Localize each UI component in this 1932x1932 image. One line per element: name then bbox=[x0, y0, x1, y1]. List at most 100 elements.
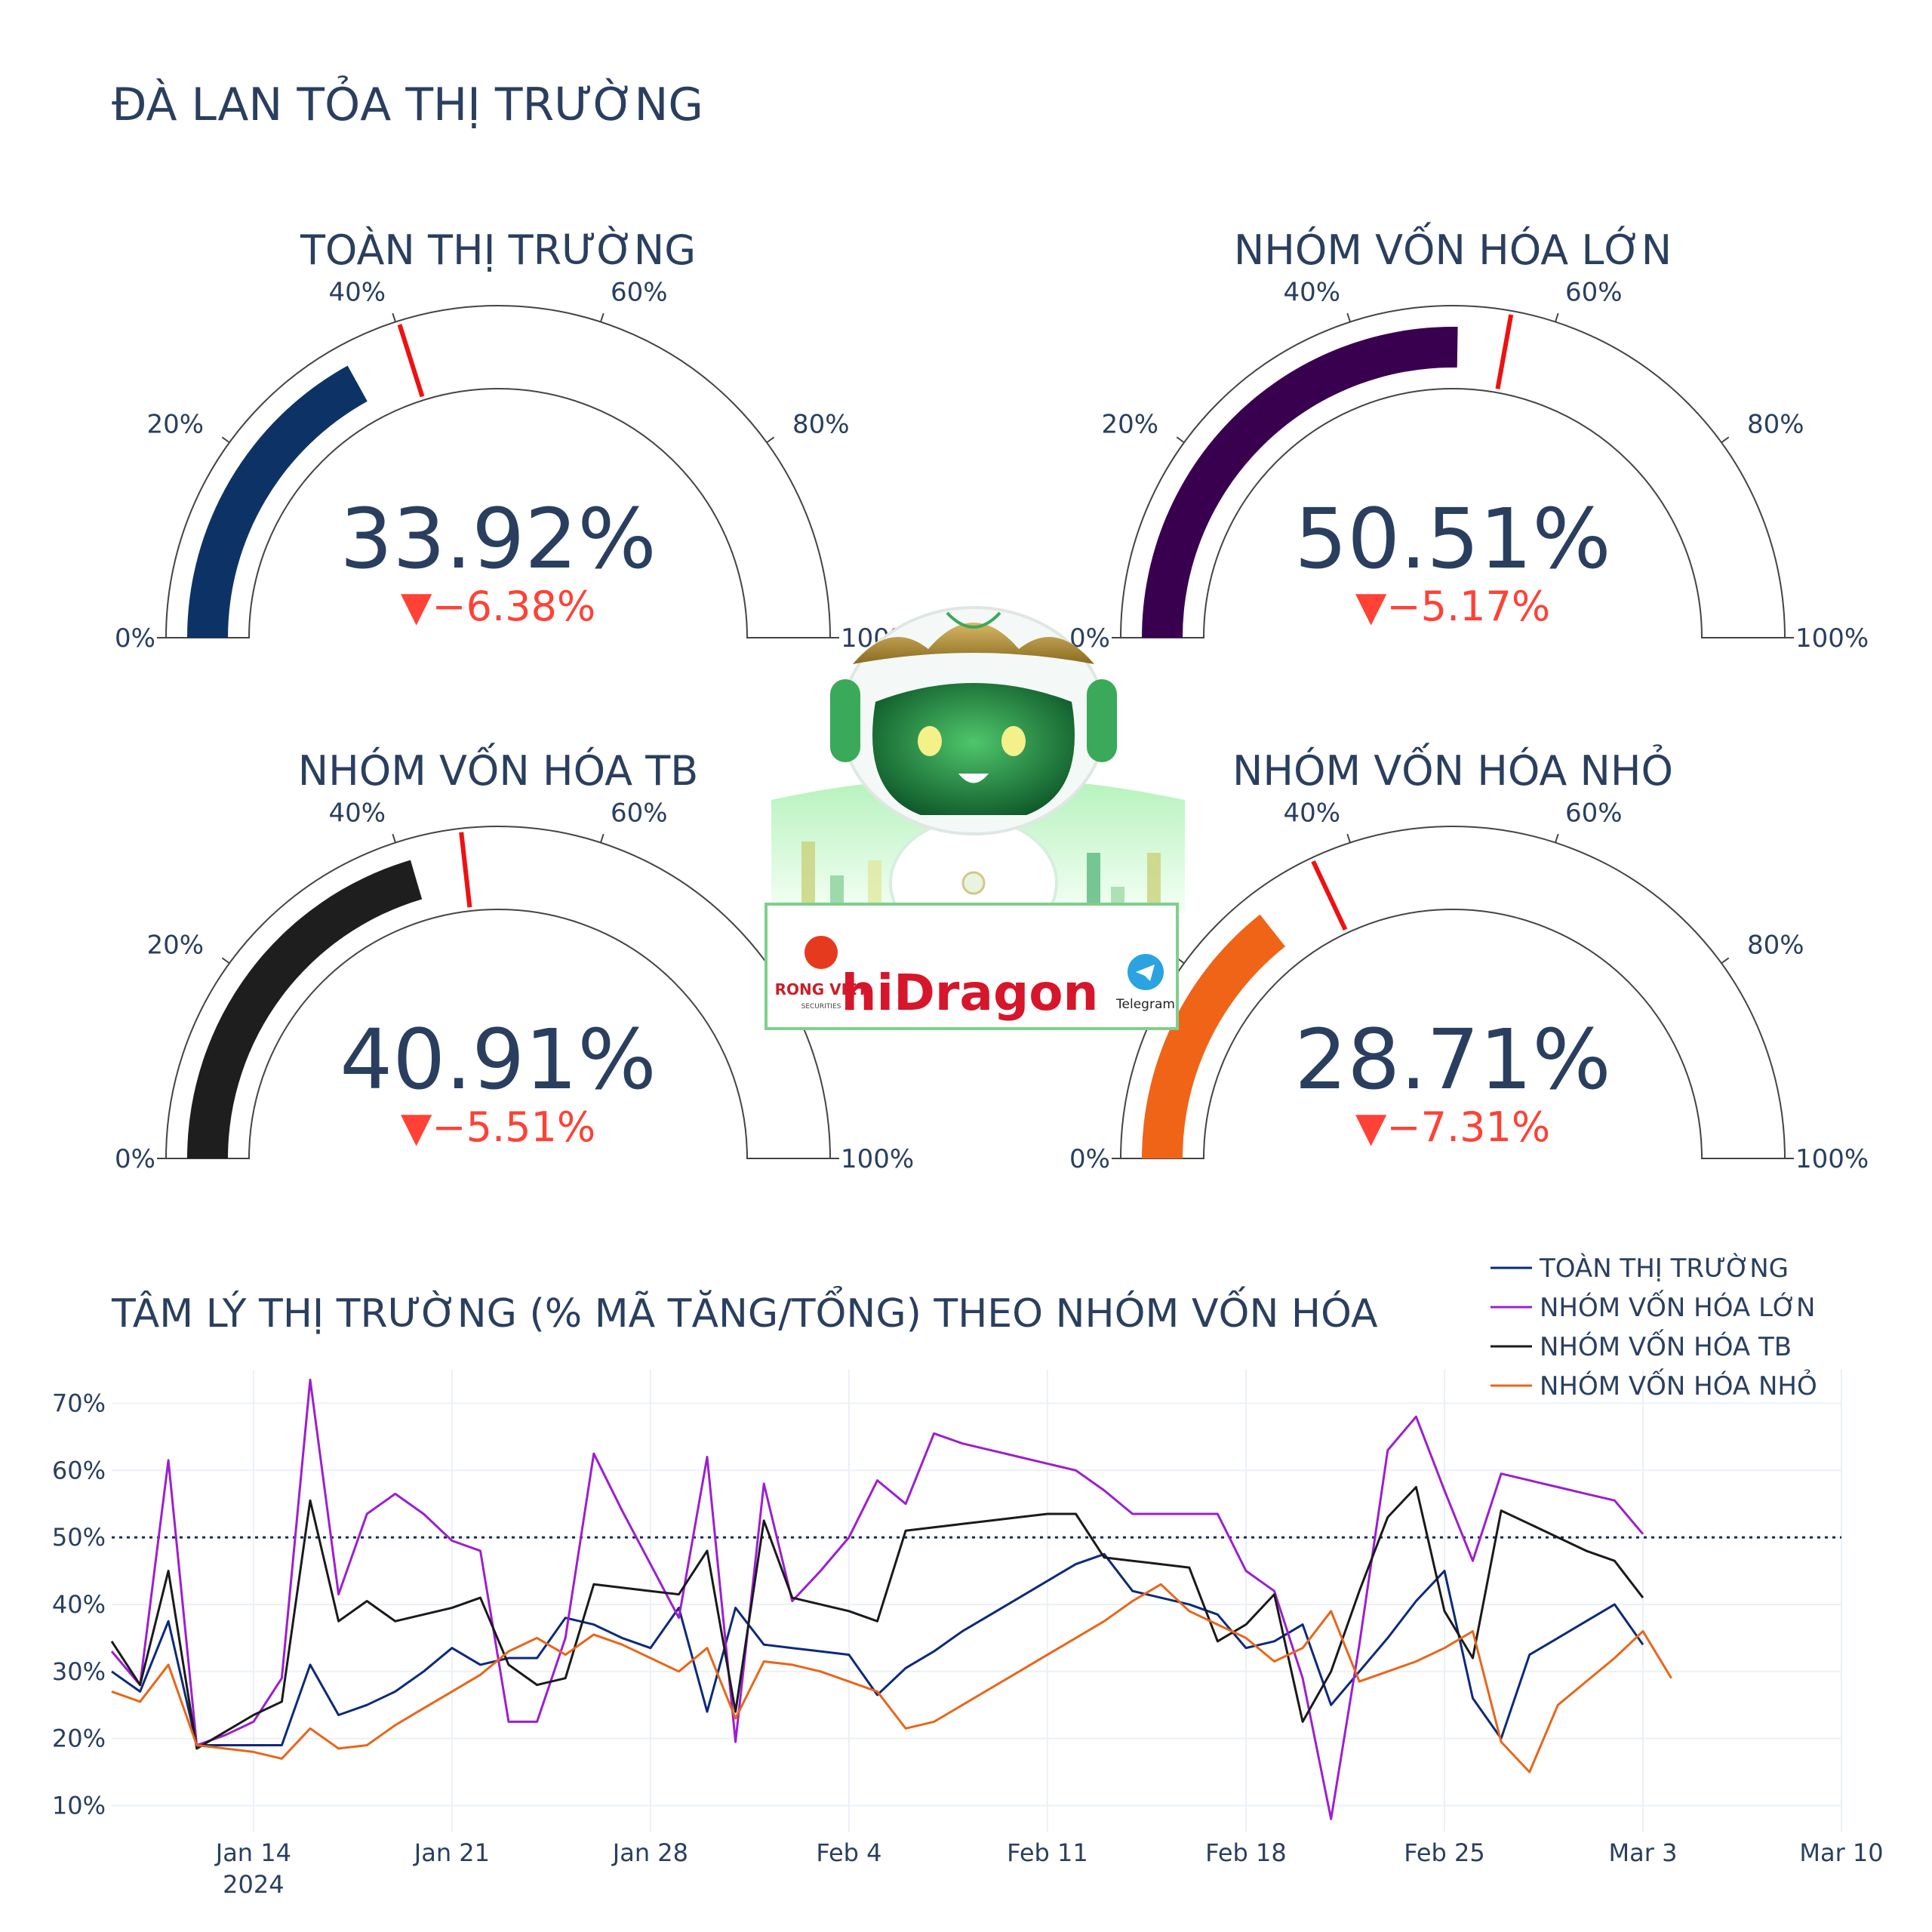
chart-bar-decor bbox=[868, 860, 881, 913]
gauge-threshold-marker bbox=[397, 324, 425, 398]
robot-face bbox=[872, 683, 1075, 815]
x-tick-label: Jan 21 bbox=[413, 1838, 490, 1867]
series-line bbox=[110, 1378, 1644, 1820]
x-tick-label: Jan 28 bbox=[611, 1838, 688, 1867]
gauge-value: 28.71% bbox=[1294, 1011, 1611, 1108]
gauge-tick bbox=[392, 312, 396, 322]
series-line bbox=[111, 1583, 1672, 1774]
gauge-bar bbox=[1142, 914, 1286, 1158]
gauge-title: NHÓM VỐN HÓA LỚN bbox=[1234, 223, 1672, 274]
robot-mouth bbox=[958, 774, 989, 783]
robot-headphone-left bbox=[830, 679, 860, 762]
gauge-tick-label: 20% bbox=[146, 410, 204, 440]
gauge-nhom-von-hoa-tb: NHÓM VỐN HÓA TB 0%20%40%60%80%100% 40.91… bbox=[115, 743, 914, 1174]
gauge-track bbox=[1119, 826, 1786, 1159]
gauge-tick bbox=[766, 436, 775, 444]
gauge-tick-label: 60% bbox=[611, 798, 668, 829]
x-tick-label: Feb 18 bbox=[1205, 1838, 1287, 1867]
x-tick-label: Feb 4 bbox=[816, 1838, 881, 1867]
gauge-tick-label: 0% bbox=[115, 623, 155, 654]
gauge-tick bbox=[1721, 436, 1730, 444]
gauge-tick-label: 100% bbox=[841, 1144, 914, 1174]
gauge-title: TOÀN THỊ TRƯỜNG bbox=[300, 226, 696, 274]
chart-title: TÂM LÝ THỊ TRƯỜNG (% MÃ TĂNG/TỔNG) THEO … bbox=[111, 1285, 1378, 1337]
gauge-tick bbox=[1555, 833, 1559, 843]
gauge-tick bbox=[1346, 312, 1351, 322]
series-line bbox=[111, 1552, 1644, 1746]
gauge-tick-label: 20% bbox=[146, 931, 204, 961]
gauge-tick-label: 100% bbox=[1795, 1144, 1869, 1174]
robot-eye-right bbox=[1001, 726, 1026, 756]
gauge-tick-label: 80% bbox=[1747, 410, 1804, 440]
y-tick-label: 60% bbox=[52, 1456, 106, 1484]
gauge-delta: ▼−5.51% bbox=[401, 1103, 595, 1151]
x-tick-label: Jan 14 bbox=[214, 1838, 291, 1867]
company-name: RONG VIET bbox=[775, 980, 868, 998]
hidragon-logo: RONG VIET SECURITIES hiDragon Telegram bbox=[764, 606, 1185, 1030]
gauge-tick bbox=[600, 312, 605, 322]
gauge-tick-label: 40% bbox=[328, 278, 386, 308]
gauge-tick-label: 40% bbox=[328, 798, 386, 829]
y-tick-label: 70% bbox=[52, 1389, 106, 1417]
logo-banner bbox=[764, 903, 1179, 1030]
x-tick-label: Mar 3 bbox=[1609, 1838, 1678, 1867]
gauge-delta: ▼−6.38% bbox=[401, 583, 595, 630]
gauge-tick-label: 20% bbox=[1101, 410, 1158, 440]
series-line bbox=[110, 1486, 1644, 1750]
chart-bar-decor bbox=[801, 841, 815, 913]
gauge-tick-label: 60% bbox=[1565, 798, 1623, 829]
gauge-value: 50.51% bbox=[1294, 491, 1611, 587]
chart-bar-decor bbox=[1147, 853, 1161, 913]
chart-bar-decor bbox=[1087, 853, 1100, 913]
robot-eye-left bbox=[918, 726, 942, 756]
y-tick-label: 30% bbox=[52, 1657, 106, 1686]
gauge-title: NHÓM VỐN HÓA TB bbox=[298, 743, 699, 795]
legend-label: NHÓM VỐN HÓA TB bbox=[1540, 1328, 1792, 1362]
gauge-tick-label: 0% bbox=[1069, 1144, 1110, 1174]
gauge-threshold-marker bbox=[1311, 860, 1348, 931]
gauge-tick bbox=[1555, 312, 1559, 322]
x-tick-label: Feb 11 bbox=[1007, 1838, 1088, 1867]
gauge-tick-label: 60% bbox=[611, 278, 668, 308]
gauge-tick bbox=[1721, 957, 1730, 964]
gauge-nhom-von-hoa-lon: NHÓM VỐN HÓA LỚN 0%20%40% 60%80%100% 50.5… bbox=[1069, 223, 1869, 654]
robot-antenna bbox=[946, 611, 1001, 629]
brand-name: hiDragon bbox=[841, 964, 1098, 1022]
gauge-delta: ▼−7.31% bbox=[1355, 1103, 1550, 1151]
robot-crown bbox=[853, 623, 1094, 664]
sentiment-line-chart: TÂM LÝ THỊ TRƯỜNG (% MÃ TĂNG/TỔNG) THEO … bbox=[52, 1253, 1884, 1899]
x-tick-label: Feb 25 bbox=[1404, 1838, 1485, 1867]
gauge-tick-label: 0% bbox=[115, 1144, 155, 1174]
chart-y-axis: 10% 20% 30% 40% 50% 60% 70% bbox=[52, 1389, 106, 1820]
chart-series bbox=[110, 1378, 1672, 1820]
gauge-value: 40.91% bbox=[340, 1011, 656, 1108]
y-tick-label: 10% bbox=[52, 1791, 106, 1820]
x-tick-label: Mar 10 bbox=[1799, 1838, 1883, 1867]
gauge-tick bbox=[1346, 833, 1351, 843]
gauge-tick-label: 40% bbox=[1283, 278, 1340, 308]
gauge-bar bbox=[1141, 327, 1458, 638]
y-tick-label: 50% bbox=[52, 1523, 106, 1552]
x-tick-sublabel: 2024 bbox=[223, 1870, 284, 1899]
gauge-tick-label: 80% bbox=[1747, 931, 1804, 961]
legend-label: NHÓM VỐN HÓA NHỎ bbox=[1540, 1367, 1817, 1401]
gauge-title: NHÓM VỐN HÓA NHỎ bbox=[1232, 743, 1673, 795]
gauge-tick bbox=[1176, 436, 1185, 444]
gauge-threshold-marker bbox=[1495, 314, 1514, 389]
robot-button bbox=[961, 871, 986, 895]
gauge-delta: ▼−5.17% bbox=[1355, 583, 1550, 630]
gauge-tick-label: 40% bbox=[1283, 798, 1340, 829]
gauge-tick bbox=[221, 436, 230, 444]
gauge-toan-thi-truong: TOÀN THỊ TRƯỜNG 0%20%40% 60%80%100% 33.92… bbox=[115, 226, 914, 654]
gauge-bar bbox=[187, 365, 368, 638]
messenger-name: Telegram bbox=[1115, 997, 1175, 1012]
gauge-bar bbox=[187, 860, 423, 1158]
page-title: ĐÀ LAN TỎA THỊ TRƯỜNG bbox=[112, 78, 703, 131]
gauge-tick bbox=[221, 957, 230, 964]
legend-label: NHÓM VỐN HÓA LỚN bbox=[1540, 1289, 1815, 1323]
gauge-value: 33.92% bbox=[340, 491, 656, 587]
chart-legend: TOÀN THỊ TRƯỜNG NHÓM VỐN HÓA LỚN NHÓM VỐN … bbox=[1491, 1253, 1817, 1401]
gauge-tick-label: 60% bbox=[1565, 278, 1623, 308]
gauge-threshold-marker bbox=[459, 832, 472, 908]
